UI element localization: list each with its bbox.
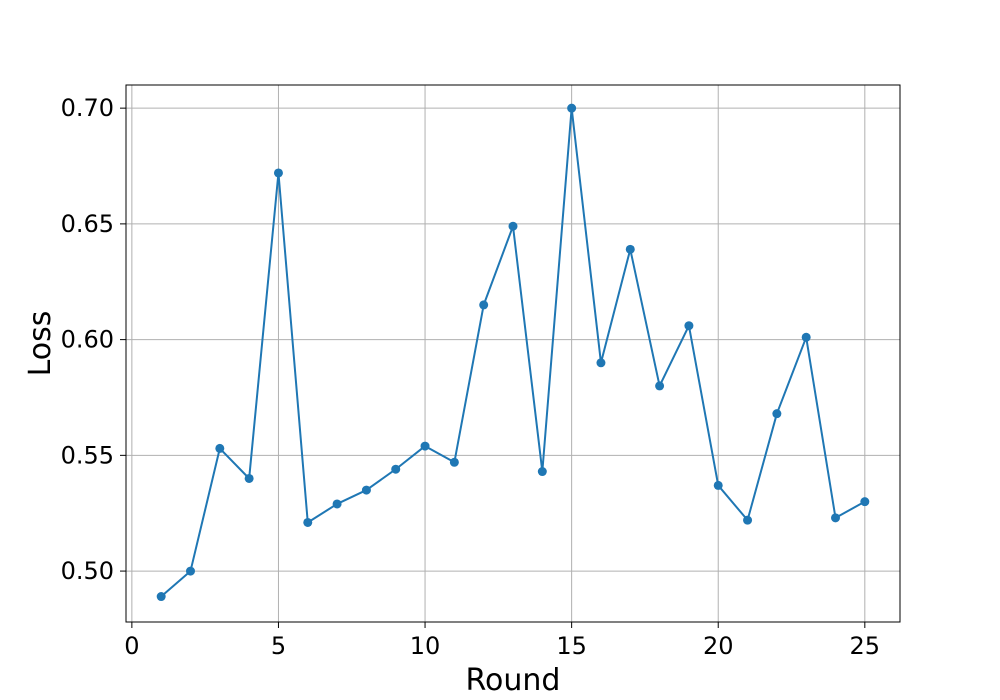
data-point — [508, 221, 518, 231]
data-point — [244, 473, 254, 483]
plot-frame — [125, 84, 901, 623]
data-point — [449, 457, 459, 467]
data-point — [743, 515, 753, 525]
y-tick-label: 0.50 — [61, 557, 114, 585]
grid — [126, 85, 900, 622]
data-point — [596, 358, 606, 368]
data-point — [215, 443, 225, 453]
data-point — [801, 332, 811, 342]
y-tick-label: 0.65 — [61, 210, 114, 238]
data-point — [772, 409, 782, 419]
data-point — [332, 499, 342, 509]
data-point — [713, 480, 723, 490]
data-point — [860, 497, 870, 507]
series-line — [160, 107, 866, 598]
y-tick-label: 0.60 — [61, 326, 114, 354]
x-tick-label: 15 — [556, 632, 587, 660]
data-point — [655, 381, 665, 391]
ticks: 0 5 10 15 20 25 0.50 0.55 0.60 0.65 0.70 — [61, 94, 881, 660]
data-point — [625, 244, 635, 254]
data-point — [186, 566, 195, 576]
x-tick-label: 20 — [703, 632, 734, 660]
data-point — [361, 485, 371, 495]
data-point — [420, 441, 430, 451]
y-tick-label: 0.55 — [61, 441, 114, 469]
data-point — [684, 321, 694, 331]
x-tick-label: 0 — [124, 632, 139, 660]
x-axis-label: Round — [466, 663, 561, 698]
data-point — [537, 467, 547, 477]
y-axis-label: Loss — [23, 311, 58, 377]
data-point — [303, 517, 313, 527]
x-tick-label: 10 — [410, 632, 441, 660]
x-tick-label: 25 — [850, 632, 881, 660]
data-point — [567, 103, 577, 113]
series-layer — [156, 103, 870, 602]
data-point — [156, 592, 166, 602]
y-tick-label: 0.70 — [61, 94, 114, 122]
data-point — [831, 513, 840, 523]
data-point — [391, 464, 401, 474]
data-point — [479, 300, 489, 310]
data-point — [273, 168, 283, 178]
x-tick-label: 5 — [271, 632, 286, 660]
